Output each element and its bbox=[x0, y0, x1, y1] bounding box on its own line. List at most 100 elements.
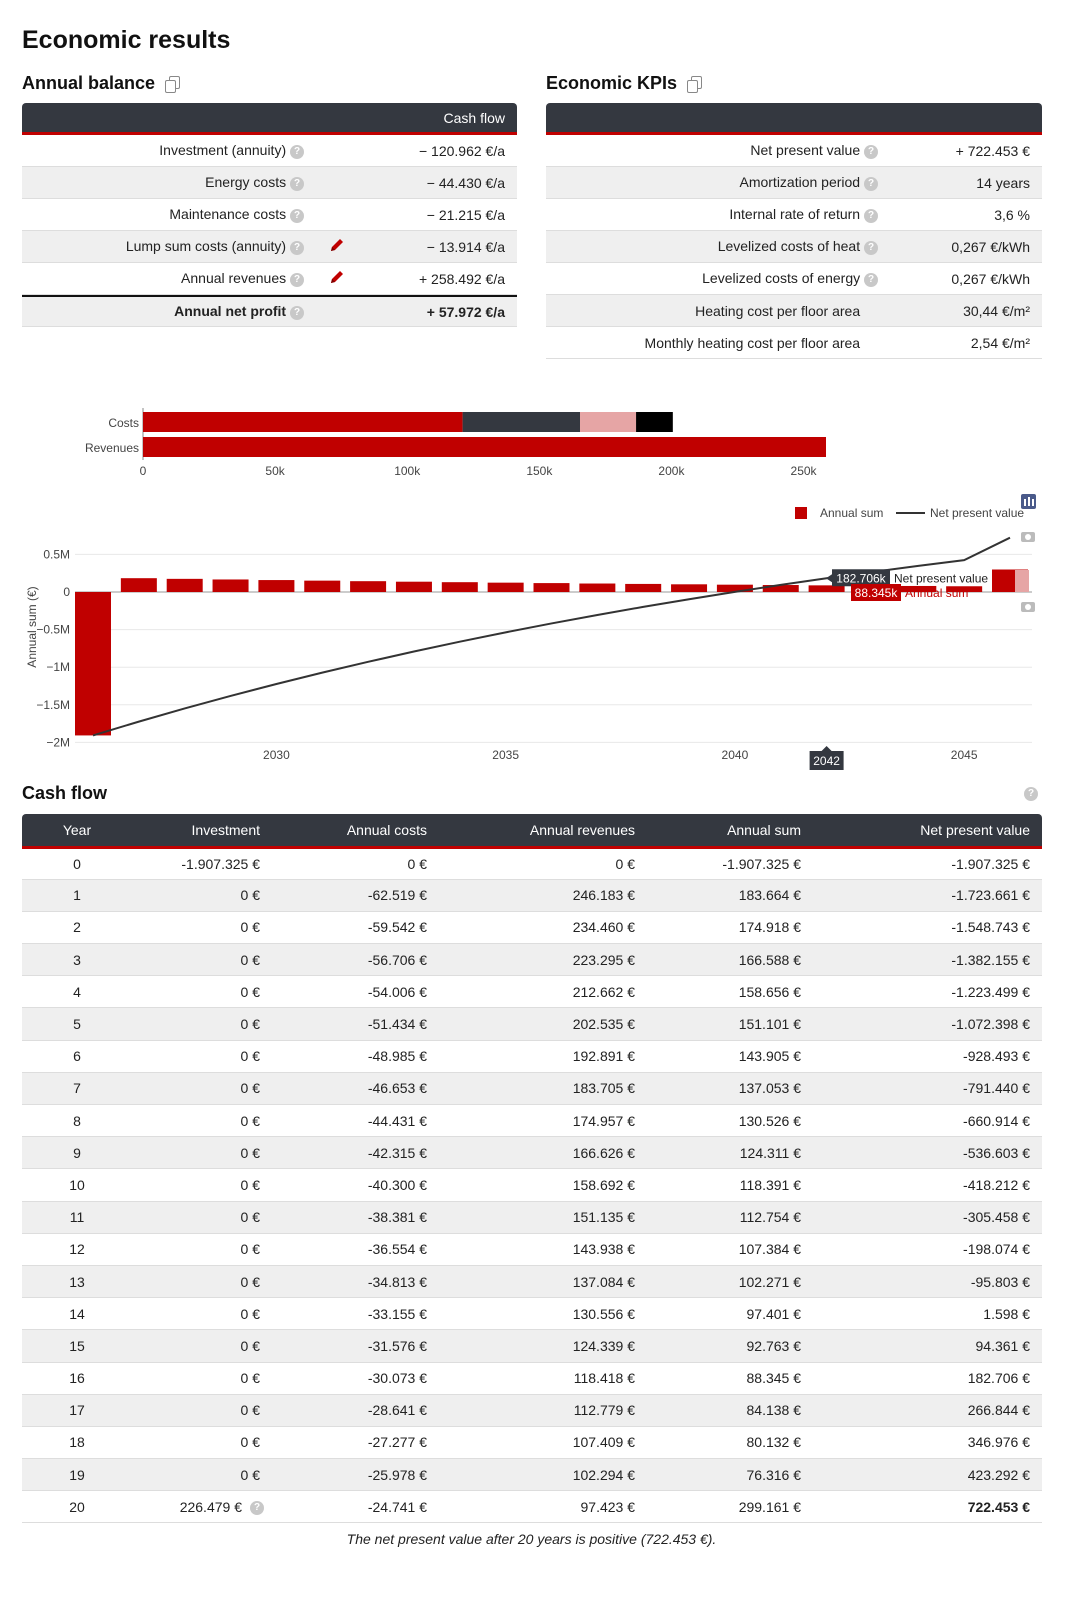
camera-icon-lens bbox=[1025, 604, 1031, 610]
table-cell: -59.542 € bbox=[272, 911, 439, 945]
column-header[interactable]: Annual sum bbox=[647, 814, 813, 849]
annual-sum-bar[interactable] bbox=[671, 584, 708, 592]
table-cell: 143.938 € bbox=[439, 1233, 647, 1266]
stacked-bar-segment[interactable] bbox=[580, 412, 637, 432]
pencil-edit-icon[interactable] bbox=[329, 237, 345, 253]
table-cell: 722.453 € bbox=[813, 1490, 1042, 1524]
annual-balance-label: Annual revenues ? bbox=[22, 270, 312, 287]
hover-year-pointer bbox=[821, 746, 832, 751]
stacked-bar-segment[interactable] bbox=[143, 412, 463, 432]
annual-sum-bar[interactable] bbox=[395, 581, 432, 592]
help-icon[interactable]: ? bbox=[864, 272, 878, 287]
category-label: Revenues bbox=[85, 441, 139, 455]
annual-balance-row: Investment (annuity) ? − 120.962 €/a bbox=[22, 135, 517, 167]
help-icon[interactable]: ? bbox=[864, 208, 878, 223]
help-icon[interactable]: ? bbox=[864, 144, 878, 159]
table-cell: -928.493 € bbox=[813, 1040, 1042, 1073]
table-cell: -42.315 € bbox=[272, 1136, 439, 1170]
annual-sum-bar[interactable] bbox=[533, 583, 570, 592]
annual-sum-bar[interactable] bbox=[487, 582, 524, 592]
table-cell: -40.300 € bbox=[272, 1168, 439, 1202]
kpi-label: Levelized costs of heat ? bbox=[546, 238, 886, 255]
cash-flow-title: Cash flow bbox=[22, 783, 108, 803]
annual-sum-bar[interactable] bbox=[900, 585, 937, 592]
column-header[interactable]: Annual revenues bbox=[439, 814, 647, 849]
annual-sum-bar[interactable] bbox=[258, 580, 295, 592]
table-cell: -36.554 € bbox=[272, 1233, 439, 1266]
x-tick-label: 0 bbox=[140, 464, 147, 478]
table-cell: -27.277 € bbox=[272, 1426, 439, 1460]
annual-balance-table: Cash flow Investment (annuity) ? − 120.96… bbox=[22, 103, 517, 327]
help-icon[interactable]: ? bbox=[290, 208, 304, 223]
annual-balance-row: Maintenance costs ? − 21.215 €/a bbox=[22, 199, 517, 231]
hover-npv-name: Net present value bbox=[894, 571, 988, 585]
table-cell: 107.409 € bbox=[439, 1426, 647, 1460]
npv-line[interactable] bbox=[92, 536, 1011, 737]
copy-icon[interactable] bbox=[165, 75, 181, 93]
annual-sum-bar[interactable] bbox=[946, 586, 983, 592]
x-tick-label: 50k bbox=[265, 464, 285, 478]
table-cell: 346.976 € bbox=[813, 1426, 1042, 1460]
annual-balance-label: Investment (annuity) ? bbox=[22, 142, 312, 159]
help-icon[interactable]: ? bbox=[290, 272, 304, 287]
help-icon[interactable]: ? bbox=[290, 240, 304, 255]
help-icon[interactable]: ? bbox=[250, 1500, 264, 1515]
category-label: Costs bbox=[108, 416, 139, 430]
table-cell: 9 bbox=[22, 1136, 132, 1170]
table-cell: 137.084 € bbox=[439, 1265, 647, 1299]
hover-sum-value: 88.345k bbox=[855, 586, 899, 600]
legend-swatch-annual-sum bbox=[795, 507, 807, 519]
table-cell: 112.754 € bbox=[647, 1201, 813, 1234]
annual-sum-bar[interactable] bbox=[350, 581, 387, 592]
table-cell: -1.223.499 € bbox=[813, 975, 1042, 1009]
help-icon[interactable]: ? bbox=[290, 176, 304, 191]
table-cell: 0 € bbox=[132, 943, 272, 977]
help-icon[interactable]: ? bbox=[1024, 787, 1038, 801]
copy-icon[interactable] bbox=[687, 75, 703, 93]
help-icon[interactable]: ? bbox=[290, 305, 304, 320]
stacked-bar-segment[interactable] bbox=[462, 412, 581, 432]
annual-sum-bar[interactable] bbox=[716, 584, 753, 592]
annual-sum-bar[interactable] bbox=[579, 583, 616, 592]
column-header[interactable]: Net present value bbox=[813, 814, 1042, 849]
table-row: 19 0 € -25.978 €102.294 €76.316 €423.292 € bbox=[22, 1458, 1042, 1492]
annual-sum-bar[interactable] bbox=[212, 579, 249, 592]
annual-sum-bar[interactable] bbox=[441, 582, 478, 592]
annual-balance-title: Annual balance bbox=[22, 73, 156, 93]
table-cell: 183.664 € bbox=[647, 879, 813, 912]
page-title: Economic results bbox=[22, 26, 231, 54]
legend-label[interactable]: Net present value bbox=[930, 506, 1024, 520]
table-cell: 19 bbox=[22, 1458, 132, 1492]
hover-npv-value: 182.706k bbox=[836, 571, 886, 585]
annual-balance-value: − 21.215 €/a bbox=[426, 206, 505, 223]
annual-sum-bar[interactable] bbox=[625, 583, 662, 592]
economic-kpis-title: Economic KPIs bbox=[546, 73, 678, 93]
annual-net-profit-value: + 57.972 €/a bbox=[426, 303, 505, 320]
table-cell: 97.401 € bbox=[647, 1297, 813, 1331]
table-cell: -418.212 € bbox=[813, 1168, 1042, 1202]
annual-sum-bar[interactable] bbox=[808, 585, 845, 592]
annual-sum-bar[interactable] bbox=[762, 585, 799, 592]
column-header[interactable]: Investment bbox=[132, 814, 272, 849]
annual-sum-bar[interactable] bbox=[304, 580, 341, 592]
stacked-bar-segment[interactable] bbox=[636, 412, 673, 432]
help-icon[interactable]: ? bbox=[864, 176, 878, 191]
column-header[interactable]: Year bbox=[22, 814, 132, 849]
table-row: 0 -1.907.325 €0 €0 € -1.907.325 € -1.907.32… bbox=[22, 847, 1042, 880]
table-row: 14 0 € -33.155 €130.556 €97.401 €1.598 € bbox=[22, 1297, 1042, 1331]
kpi-row: Heating cost per floor area 30,44 €/m² bbox=[546, 295, 1042, 327]
annual-sum-bar[interactable] bbox=[75, 592, 111, 736]
pencil-edit-icon[interactable] bbox=[329, 269, 345, 285]
annual-balance-value: − 13.914 €/a bbox=[426, 238, 505, 255]
legend-label[interactable]: Annual sum bbox=[820, 506, 883, 520]
table-cell: 299.161 € bbox=[647, 1490, 813, 1524]
hover-sum-box bbox=[851, 584, 901, 601]
stacked-bar-segment[interactable] bbox=[143, 437, 826, 457]
annual-sum-bar[interactable] bbox=[120, 578, 157, 592]
table-cell: 14 bbox=[22, 1297, 132, 1331]
help-icon[interactable]: ? bbox=[290, 144, 304, 159]
annual-sum-bar[interactable] bbox=[166, 578, 203, 592]
column-header[interactable]: Annual costs bbox=[272, 814, 439, 849]
help-icon[interactable]: ? bbox=[864, 240, 878, 255]
table-cell: 0 € bbox=[132, 1426, 272, 1460]
